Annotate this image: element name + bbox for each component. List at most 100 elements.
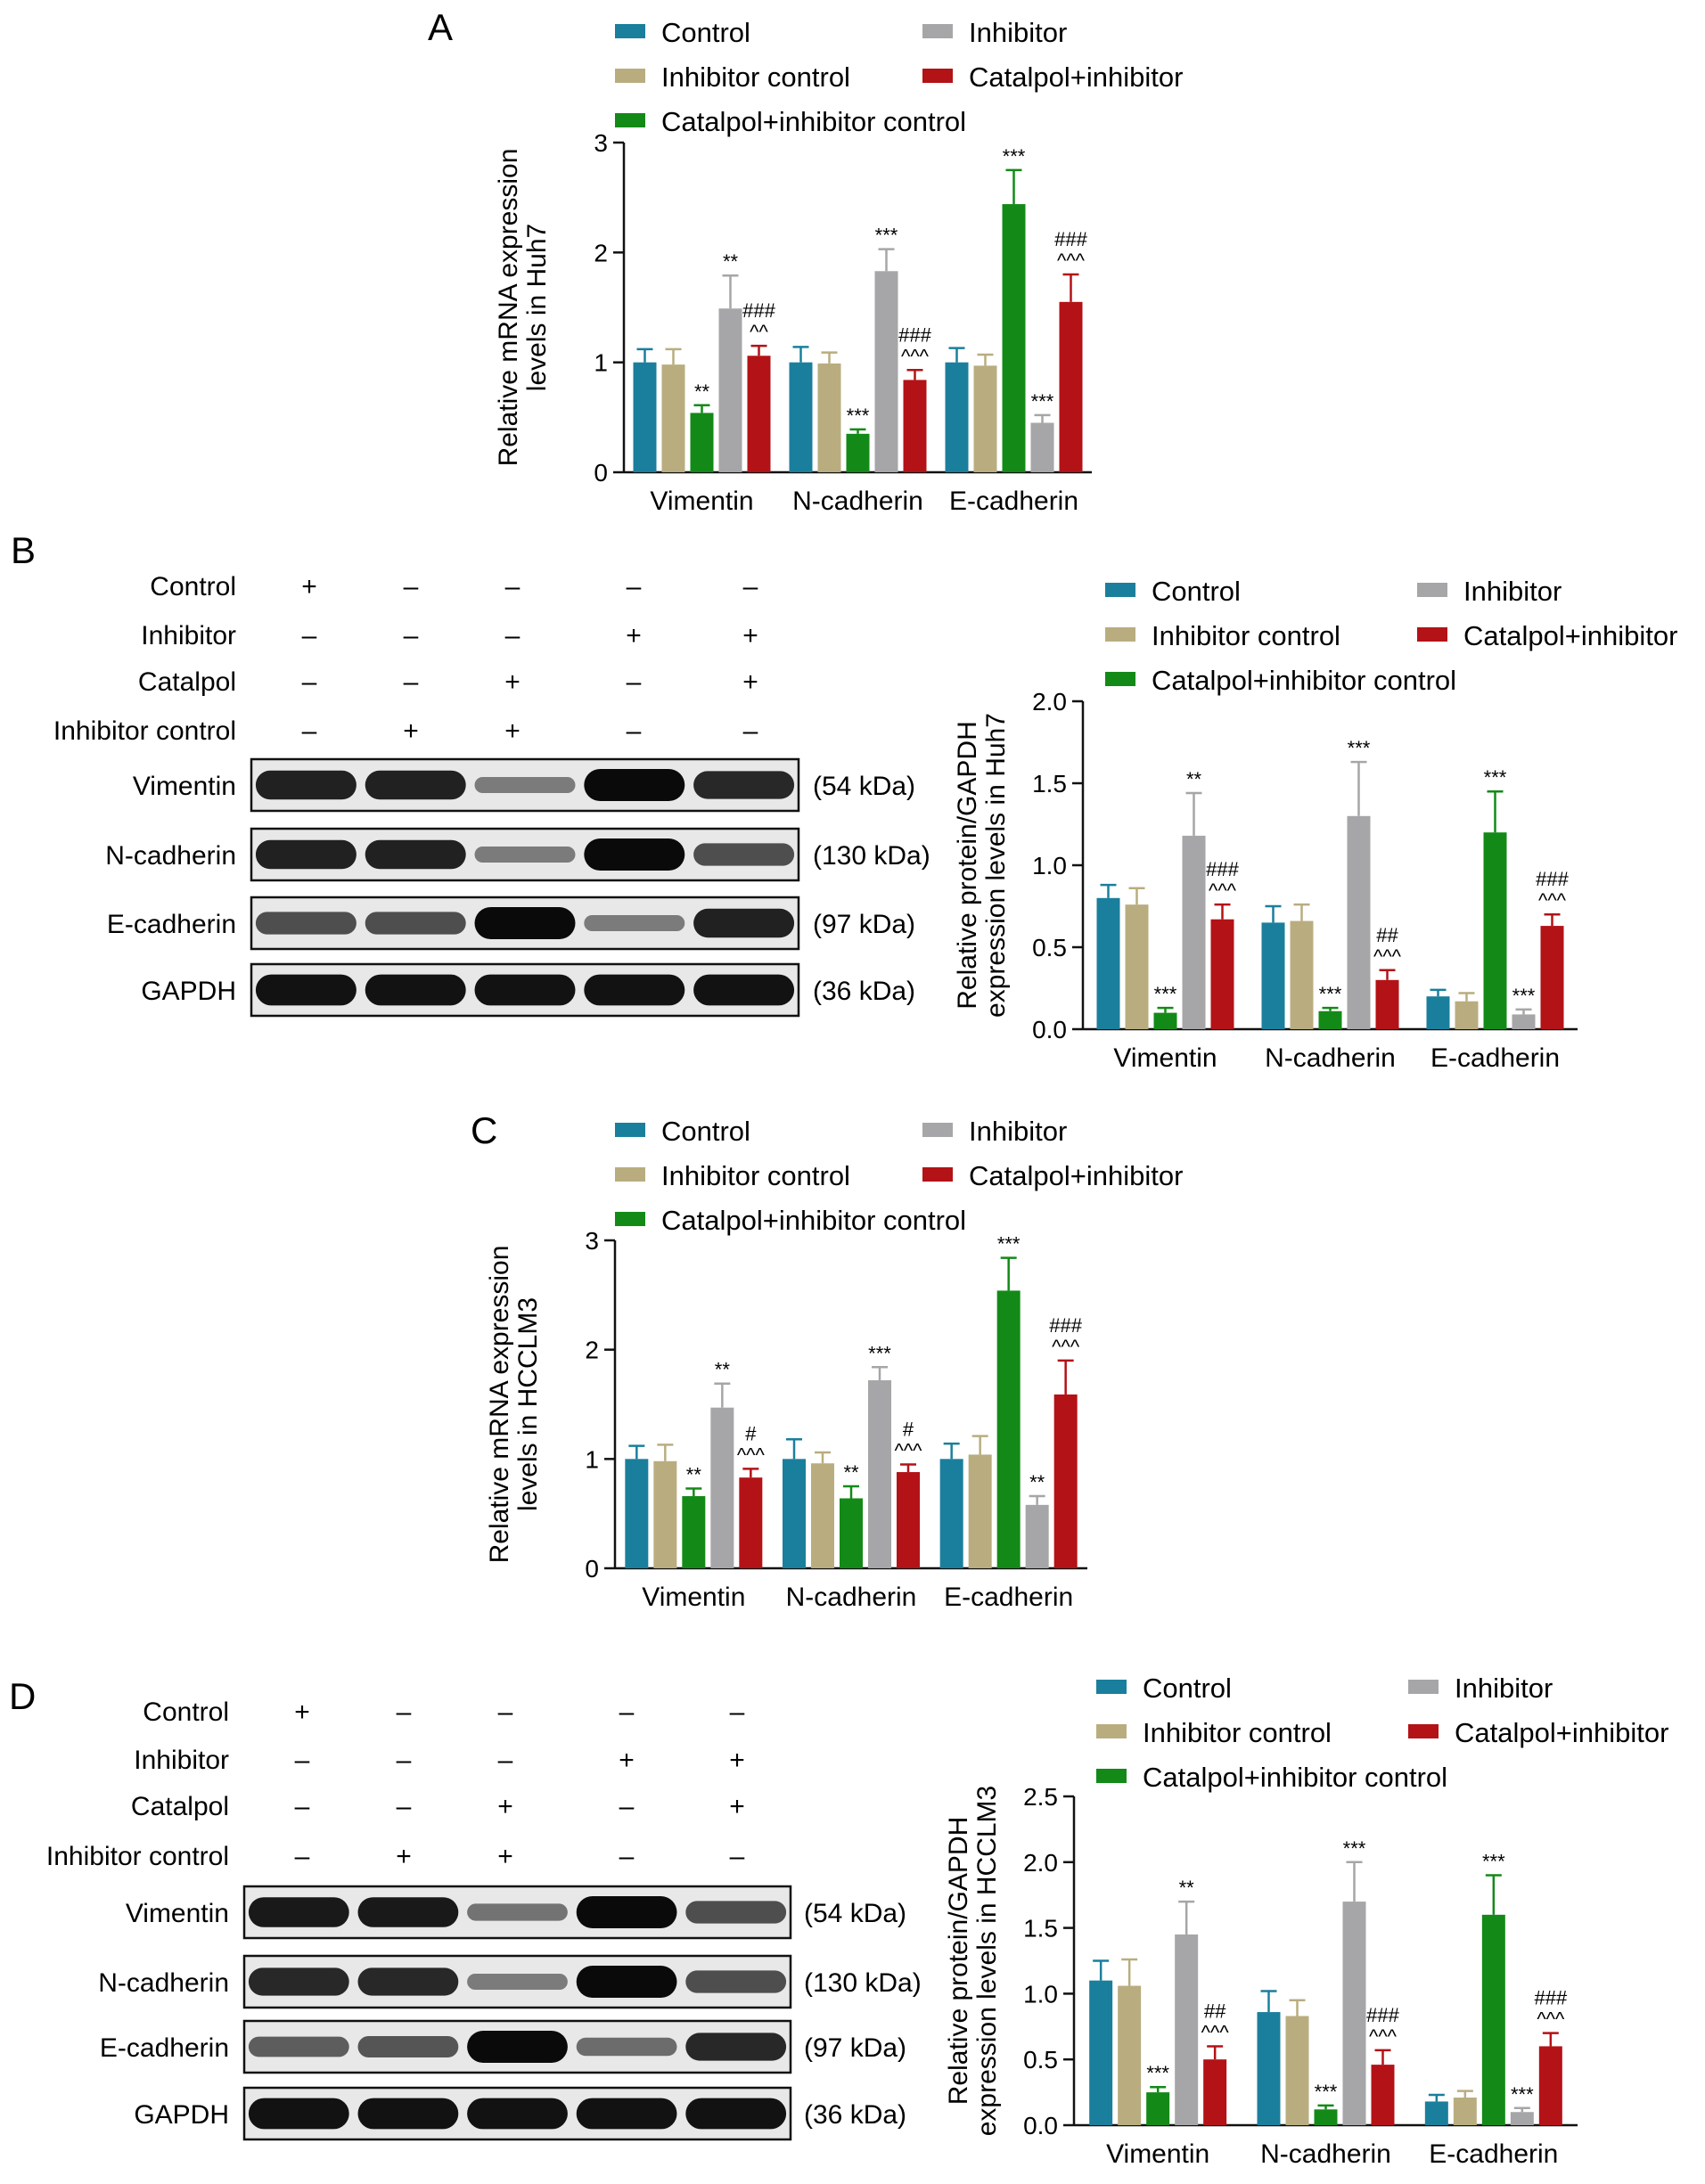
bar (625, 1459, 649, 1568)
legend-swatch (615, 24, 645, 38)
legend-swatch (922, 24, 953, 38)
legend-swatch (1096, 1724, 1127, 1738)
legend-label: Inhibitor control (1143, 1717, 1332, 1748)
x-tick-label: N-cadherin (792, 487, 923, 516)
x-tick-label: N-cadherin (1265, 1043, 1396, 1073)
blot-size-label: (130 kDa) (804, 1968, 922, 1998)
bar (945, 362, 969, 472)
condition-sign: – (730, 1697, 745, 1727)
x-tick-label: N-cadherin (786, 1583, 917, 1612)
legend-label: Catalpol+inhibitor (1455, 1717, 1668, 1748)
bar (1314, 2109, 1338, 2125)
y-tick-label: 0.5 (1032, 934, 1067, 961)
bar (789, 362, 813, 472)
blot-row-label: E-cadherin (100, 2033, 229, 2063)
legend-swatch (1417, 627, 1447, 642)
blot-band (685, 2098, 787, 2130)
significance-label: # (745, 1422, 757, 1444)
x-tick-label: Vimentin (1113, 1043, 1217, 1073)
panel-label-d: D (9, 1675, 36, 1717)
condition-sign: + (497, 1792, 513, 1821)
bar (1426, 996, 1450, 1029)
bar (939, 1459, 963, 1568)
bar (1285, 2016, 1309, 2125)
y-tick-label: 2.5 (1023, 1783, 1058, 1811)
bar (1089, 1980, 1113, 2125)
significance-label: *** (1003, 145, 1026, 168)
legend-swatch (615, 1167, 645, 1182)
condition-label: Inhibitor control (46, 1842, 229, 1871)
y-tick-label: 1.5 (1032, 770, 1067, 798)
significance-label: *** (997, 1233, 1021, 1256)
legend-label: Control (661, 17, 750, 48)
blot-band (365, 839, 466, 870)
blot-row-label: Vimentin (133, 772, 236, 801)
bar (846, 433, 870, 472)
bar (1512, 1014, 1536, 1029)
blot-size-label: (130 kDa) (813, 841, 930, 871)
blot-band (693, 974, 795, 1006)
significance-label: *** (847, 405, 870, 427)
condition-sign: – (404, 572, 419, 601)
condition-sign: + (729, 1746, 745, 1775)
condition-sign: – (404, 621, 419, 650)
y-axis-label: expression levels in Huh7 (981, 713, 1011, 1018)
legend-swatch (615, 69, 645, 83)
y-tick-label: 0.0 (1032, 1016, 1067, 1043)
significance-label: ^^^ (1201, 2021, 1230, 2043)
blot-band (467, 1903, 568, 1921)
blot-band (248, 1897, 349, 1927)
blot-band (255, 839, 357, 870)
bar (1375, 979, 1399, 1029)
significance-label: *** (1319, 983, 1342, 1005)
condition-sign: – (295, 1746, 310, 1775)
y-tick-label: 1 (585, 1445, 599, 1473)
condition-sign: + (301, 572, 317, 601)
blot-d: Control + – – – – Inhibitor – – – + + Catalpol – – + – + I… (46, 1697, 922, 2141)
bar (1118, 1985, 1142, 2125)
blot-size-label: (97 kDa) (804, 2033, 906, 2063)
y-tick-label: 2.0 (1023, 1849, 1058, 1877)
blot-band (474, 777, 576, 793)
condition-sign: + (626, 621, 642, 650)
bar (1257, 2012, 1281, 2125)
bar (1096, 897, 1120, 1029)
condition-sign: – (498, 1697, 513, 1727)
bar (1153, 1012, 1177, 1029)
bar (690, 413, 714, 472)
y-axis-label: levels in Huh7 (522, 224, 552, 391)
significance-label: ### (1206, 858, 1239, 880)
chart-b: Control Inhibitor Inhibitor control Catalpo… (953, 576, 1677, 1073)
bar (1424, 2101, 1448, 2125)
significance-label: *** (1482, 1851, 1505, 1873)
blot-b: Control + – – – – Inhibitor – – – + + Catalpol – – + – + I… (53, 572, 930, 1018)
legend-swatch (1408, 1724, 1439, 1738)
legend-label: Catalpol+inhibitor (969, 1160, 1183, 1191)
panel-label-c: C (471, 1109, 497, 1151)
bar (874, 271, 898, 472)
condition-label: Inhibitor (134, 1746, 229, 1775)
blot-band (255, 770, 357, 800)
blot-size-label: (54 kDa) (813, 772, 915, 801)
blot-band (685, 1901, 787, 1924)
condition-sign: + (729, 1792, 745, 1821)
significance-label: ### (1366, 2004, 1399, 2026)
blot-band (584, 769, 685, 801)
blot-band (248, 2036, 349, 2057)
bar (1290, 920, 1314, 1029)
bar (1318, 1010, 1342, 1029)
blot-band (357, 2036, 459, 2057)
bar (903, 380, 927, 472)
legend-label: Inhibitor (1463, 576, 1562, 607)
condition-label: Catalpol (138, 667, 236, 697)
y-tick-label: 3 (594, 129, 608, 157)
bar (868, 1380, 891, 1568)
bar (811, 1463, 834, 1568)
y-tick-label: 3 (585, 1227, 599, 1255)
y-axis-label: Relative protein/GAPDH (953, 721, 982, 1009)
legend-label: Inhibitor (969, 1116, 1067, 1147)
legend-swatch (922, 69, 953, 83)
condition-sign: – (627, 667, 642, 697)
condition-sign: – (505, 621, 521, 650)
condition-sign: – (619, 1792, 635, 1821)
